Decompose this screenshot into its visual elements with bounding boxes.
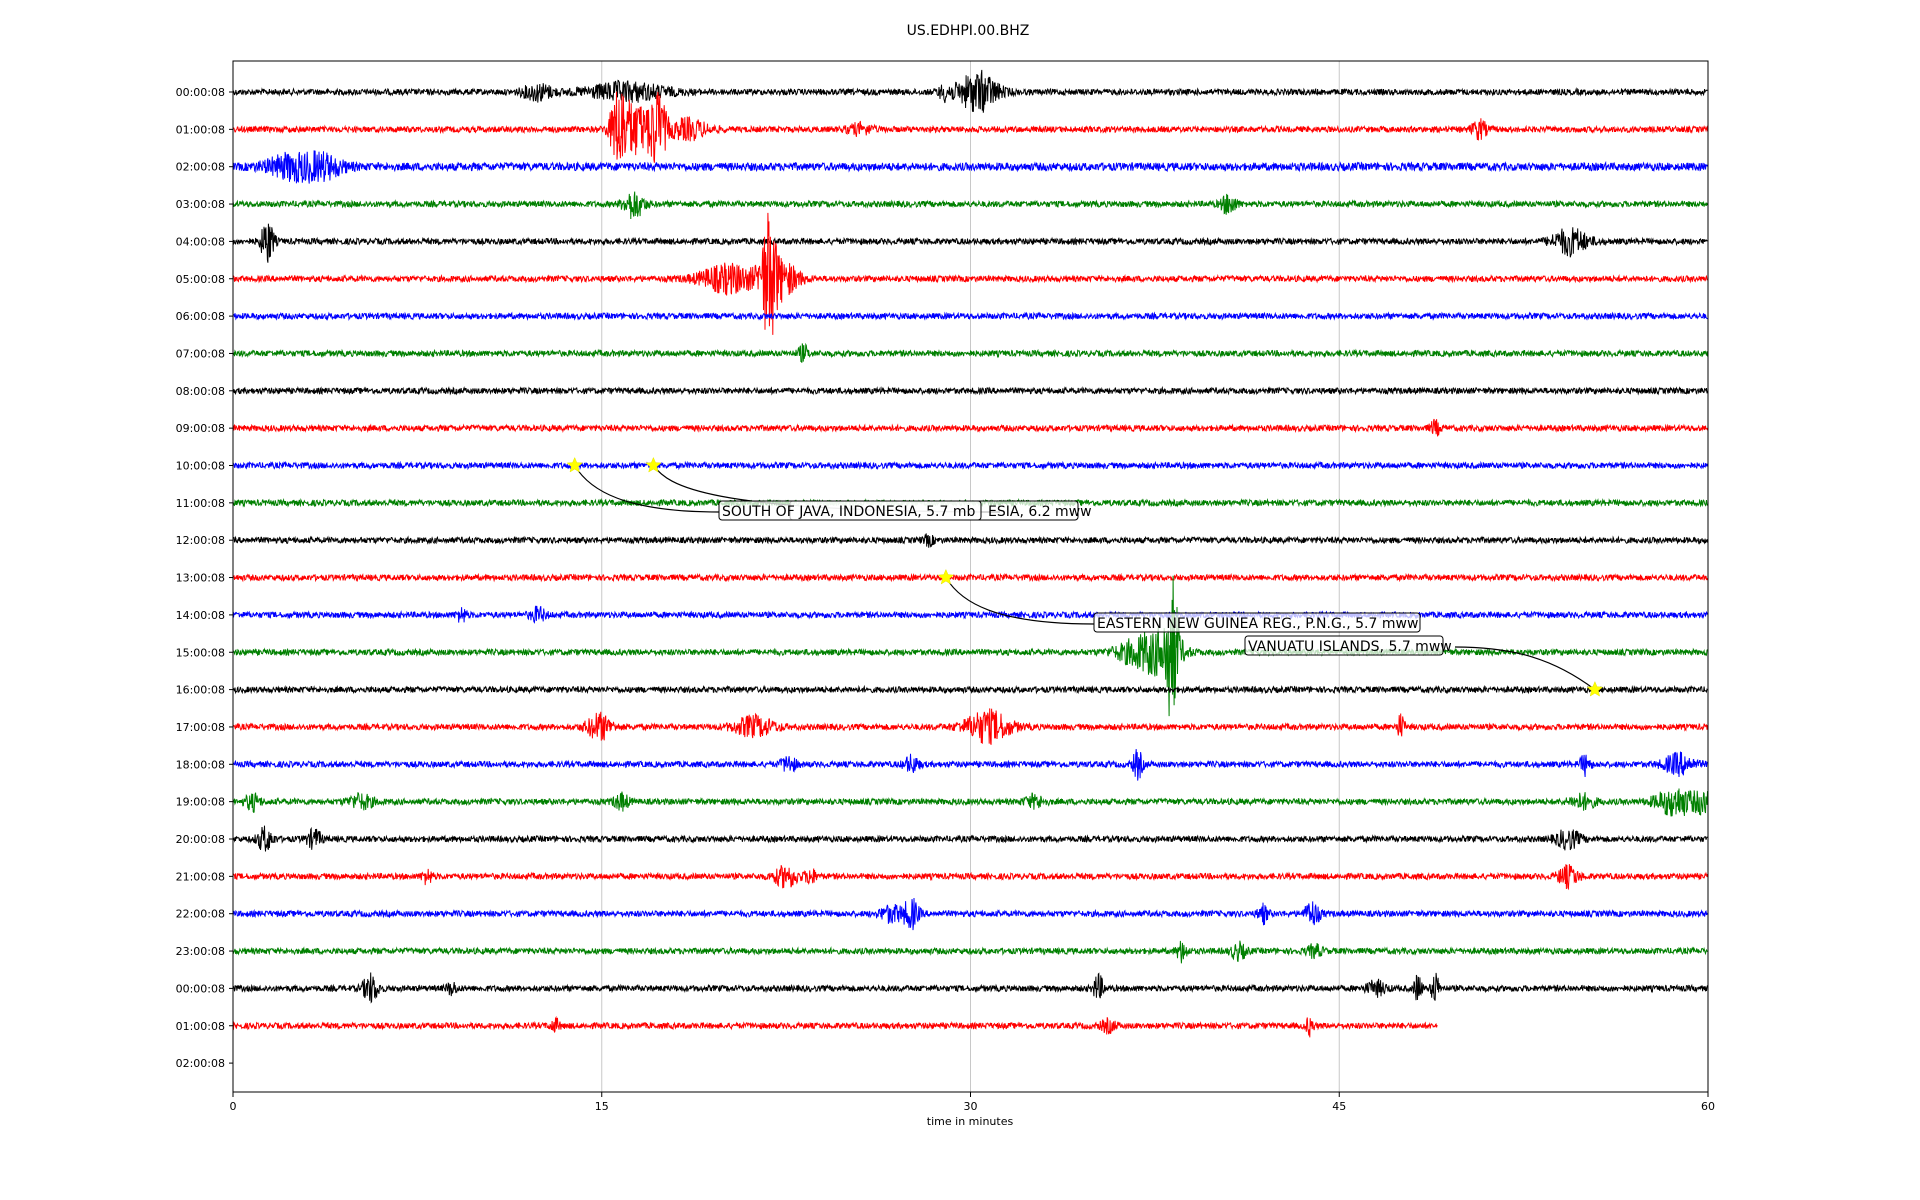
trace-line [232, 575, 1708, 717]
row-time-label: 21:00:08 [176, 870, 225, 883]
event-star-marker [645, 456, 662, 473]
row-time-label: 01:00:08 [176, 1020, 225, 1033]
event-label-text: EASTERN NEW GUINEA REG., P.N.G., 5.7 mww [1097, 616, 1418, 632]
row-time-label: 19:00:08 [176, 796, 225, 809]
row-time-label: 17:00:08 [176, 721, 225, 734]
trace-line [232, 572, 1708, 583]
trace-line [232, 212, 1708, 335]
row-time-label: 12:00:08 [176, 534, 225, 547]
event-star-marker [566, 456, 583, 473]
row-time-label: 14:00:08 [176, 609, 225, 622]
trace-line [232, 223, 1708, 263]
trace-line [232, 1015, 1438, 1038]
trace-line [232, 708, 1708, 745]
chart-title: US.EDHPI.00.BHZ [907, 23, 1030, 39]
row-time-label: 11:00:08 [176, 497, 225, 510]
row-time-labels: 00:00:08 01:00:08 02:00:08 03:00:08 04:00:08… [176, 86, 233, 1070]
row-time-label: 04:00:08 [176, 235, 225, 248]
trace-line [232, 972, 1708, 1004]
x-tick-label: 60 [1701, 1100, 1715, 1113]
event-label: VANUATU ISLANDS, 5.7 mww [1244, 635, 1452, 656]
event-leader-line [945, 577, 1095, 625]
x-tick-label: 45 [1332, 1100, 1346, 1113]
row-time-label: 02:00:08 [176, 161, 225, 174]
trace-line [232, 342, 1708, 363]
trace-line [232, 533, 1708, 548]
event-label-box [1093, 612, 1421, 633]
row-time-label: 02:00:08 [176, 1057, 225, 1070]
traces [232, 69, 1708, 1038]
row-time-label: 20:00:08 [176, 833, 225, 846]
event-label-box [718, 500, 982, 521]
trace-line [232, 69, 1708, 113]
event-annotations: ESIA, 6.2 mww SOUTH OF JAVA, INDONESIA, 5… [566, 456, 1604, 697]
event-leader-line [1454, 646, 1596, 691]
event-label: SOUTH OF JAVA, INDONESIA, 5.7 mb [718, 500, 982, 521]
row-time-label: 09:00:08 [176, 422, 225, 435]
event-label-box [1244, 635, 1444, 656]
trace-line [232, 385, 1708, 396]
row-time-label: 08:00:08 [176, 385, 225, 398]
trace-line [232, 940, 1708, 964]
event-leader-line [574, 465, 720, 513]
event-label-text: ESIA, 6.2 mww [988, 504, 1092, 520]
x-tick-label: 15 [595, 1100, 609, 1113]
trace-line [232, 684, 1708, 695]
row-time-label: 07:00:08 [176, 347, 225, 360]
trace-line [232, 191, 1708, 220]
row-time-label: 22:00:08 [176, 908, 225, 921]
row-time-label: 01:00:08 [176, 123, 225, 136]
trace-line [232, 150, 1708, 184]
trace-line [232, 788, 1708, 817]
row-time-label: 18:00:08 [176, 758, 225, 771]
x-tick-label: 0 [230, 1100, 237, 1113]
x-tick-label: 30 [964, 1100, 978, 1113]
trace-line [233, 311, 1708, 322]
trace-line [232, 605, 1708, 624]
x-axis-ticks: 0 15 30 45 60 [230, 1092, 1715, 1113]
trace-line [232, 897, 1708, 931]
trace-line [232, 460, 1708, 471]
row-time-label: 10:00:08 [176, 460, 225, 473]
event-label-text: SOUTH OF JAVA, INDONESIA, 5.7 mb [722, 504, 975, 520]
trace-line [232, 749, 1708, 781]
event-star-marker [937, 568, 955, 585]
x-axis-label: time in minutes [927, 1115, 1014, 1128]
row-time-label: 16:00:08 [176, 684, 225, 697]
event-star-marker [1586, 680, 1604, 697]
row-time-label: 03:00:08 [176, 198, 225, 211]
event-label: EASTERN NEW GUINEA REG., P.N.G., 5.7 mww [1093, 612, 1421, 633]
trace-line [232, 91, 1708, 163]
row-time-label: 00:00:08 [176, 86, 225, 99]
event-label-text: VANUATU ISLANDS, 5.7 mww [1248, 639, 1452, 655]
row-time-label: 23:00:08 [176, 945, 225, 958]
row-time-label: 05:00:08 [176, 273, 225, 286]
trace-line [232, 418, 1708, 437]
row-time-label: 00:00:08 [176, 982, 225, 995]
row-time-label: 15:00:08 [176, 646, 225, 659]
row-time-label: 06:00:08 [176, 310, 225, 323]
trace-line [232, 864, 1708, 891]
row-time-label: 13:00:08 [176, 572, 225, 585]
trace-line [232, 825, 1708, 852]
